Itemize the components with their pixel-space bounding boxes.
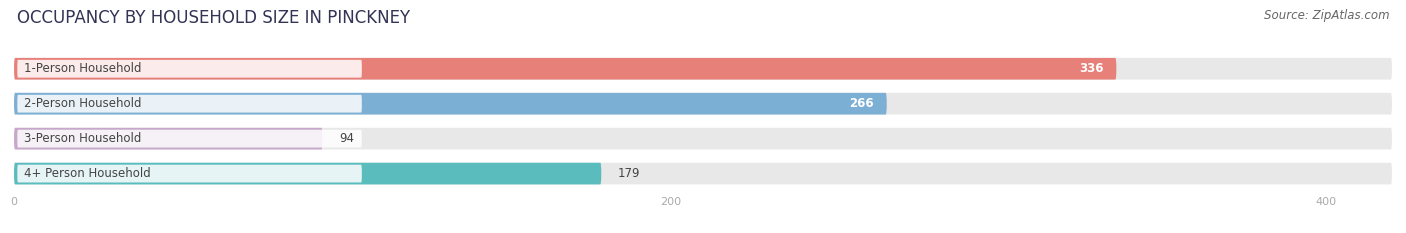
Text: OCCUPANCY BY HOUSEHOLD SIZE IN PINCKNEY: OCCUPANCY BY HOUSEHOLD SIZE IN PINCKNEY xyxy=(17,9,411,27)
Text: 3-Person Household: 3-Person Household xyxy=(24,132,141,145)
FancyBboxPatch shape xyxy=(17,60,361,78)
FancyBboxPatch shape xyxy=(14,58,1392,80)
Text: 2-Person Household: 2-Person Household xyxy=(24,97,142,110)
Text: 336: 336 xyxy=(1078,62,1104,75)
FancyBboxPatch shape xyxy=(14,93,887,115)
FancyBboxPatch shape xyxy=(14,128,1392,150)
Text: 4+ Person Household: 4+ Person Household xyxy=(24,167,150,180)
Text: 1-Person Household: 1-Person Household xyxy=(24,62,142,75)
FancyBboxPatch shape xyxy=(14,163,1392,185)
Text: 94: 94 xyxy=(339,132,354,145)
FancyBboxPatch shape xyxy=(14,163,602,185)
FancyBboxPatch shape xyxy=(14,93,1392,115)
FancyBboxPatch shape xyxy=(14,58,1116,80)
Text: 266: 266 xyxy=(849,97,873,110)
FancyBboxPatch shape xyxy=(17,165,361,182)
FancyBboxPatch shape xyxy=(17,130,361,147)
Text: Source: ZipAtlas.com: Source: ZipAtlas.com xyxy=(1264,9,1389,22)
FancyBboxPatch shape xyxy=(17,95,361,113)
FancyBboxPatch shape xyxy=(14,128,322,150)
Text: 179: 179 xyxy=(617,167,640,180)
